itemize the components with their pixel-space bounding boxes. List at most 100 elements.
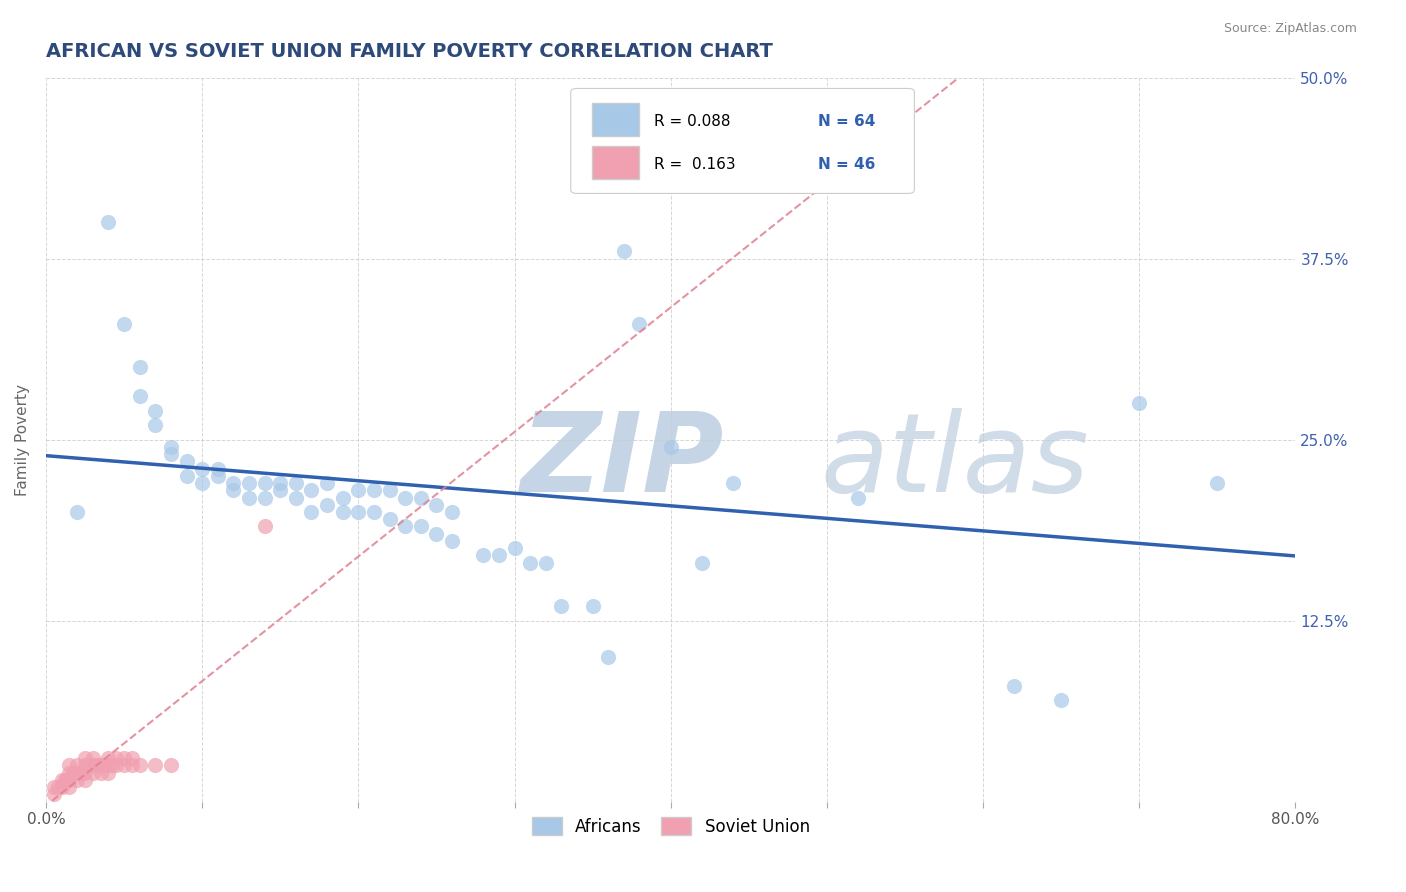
Point <box>207 461 229 475</box>
Point <box>191 461 214 475</box>
Point <box>1002 679 1025 693</box>
Point <box>51 772 73 787</box>
Point <box>1206 476 1229 491</box>
Text: Source: ZipAtlas.com: Source: ZipAtlas.com <box>1223 22 1357 36</box>
Point <box>160 447 183 461</box>
Text: ZIP: ZIP <box>520 408 724 515</box>
Point <box>269 483 291 498</box>
Point <box>581 599 603 613</box>
Point <box>70 765 93 780</box>
Point <box>253 519 276 533</box>
Point <box>53 772 76 787</box>
Point <box>97 758 120 772</box>
Point <box>90 758 112 772</box>
Point <box>112 317 135 331</box>
Point <box>58 765 80 780</box>
Point <box>143 418 166 433</box>
Point <box>58 780 80 794</box>
Point <box>284 491 307 505</box>
Point <box>1128 396 1150 410</box>
Point <box>301 505 323 519</box>
Point <box>97 215 120 229</box>
FancyBboxPatch shape <box>571 88 914 194</box>
Text: atlas: atlas <box>821 408 1090 515</box>
Point <box>73 772 96 787</box>
Point <box>253 476 276 491</box>
Legend: Africans, Soviet Union: Africans, Soviet Union <box>523 809 818 844</box>
Point <box>659 440 682 454</box>
Point <box>82 758 104 772</box>
Point <box>441 533 464 548</box>
Point <box>550 599 572 613</box>
Point <box>97 751 120 765</box>
Point <box>128 389 150 403</box>
Point <box>409 491 432 505</box>
Point <box>269 476 291 491</box>
Point <box>441 505 464 519</box>
Y-axis label: Family Poverty: Family Poverty <box>15 384 30 496</box>
Point <box>112 758 135 772</box>
Point <box>84 758 107 772</box>
Point <box>94 758 117 772</box>
FancyBboxPatch shape <box>592 146 640 179</box>
Point <box>846 491 869 505</box>
Point <box>90 765 112 780</box>
Point <box>73 758 96 772</box>
Point <box>347 505 370 519</box>
Point <box>97 765 120 780</box>
Point <box>253 491 276 505</box>
Text: AFRICAN VS SOVIET UNION FAMILY POVERTY CORRELATION CHART: AFRICAN VS SOVIET UNION FAMILY POVERTY C… <box>46 42 773 61</box>
Point <box>222 476 245 491</box>
Point <box>425 526 447 541</box>
Point <box>347 483 370 498</box>
Point <box>77 758 100 772</box>
Text: R =  0.163: R = 0.163 <box>654 157 737 172</box>
Point <box>721 476 744 491</box>
Point <box>55 772 77 787</box>
Text: N = 46: N = 46 <box>818 157 876 172</box>
Point <box>363 505 385 519</box>
Point <box>100 758 122 772</box>
Text: N = 64: N = 64 <box>818 114 876 128</box>
Point <box>48 780 70 794</box>
Point <box>66 772 89 787</box>
Point <box>42 780 65 794</box>
Point <box>160 440 183 454</box>
Point <box>66 765 89 780</box>
Point <box>51 780 73 794</box>
Point <box>301 483 323 498</box>
Point <box>1050 693 1073 707</box>
Point <box>409 519 432 533</box>
Point <box>143 758 166 772</box>
Point <box>378 483 401 498</box>
Point <box>82 751 104 765</box>
Point <box>62 765 84 780</box>
Point <box>143 403 166 417</box>
Point <box>66 505 89 519</box>
Point <box>79 758 101 772</box>
Point <box>63 765 86 780</box>
Point <box>613 244 636 259</box>
Point <box>112 751 135 765</box>
Point <box>534 556 557 570</box>
Point <box>128 360 150 375</box>
Point <box>191 476 214 491</box>
Point <box>105 751 128 765</box>
Point <box>238 491 260 505</box>
FancyBboxPatch shape <box>592 103 640 136</box>
Point <box>207 468 229 483</box>
Point <box>519 556 541 570</box>
Point <box>82 765 104 780</box>
Point <box>394 491 416 505</box>
Point <box>73 765 96 780</box>
Point <box>332 505 354 519</box>
Point <box>598 649 620 664</box>
Point <box>690 556 713 570</box>
Point <box>472 549 495 563</box>
Point <box>394 519 416 533</box>
Point <box>86 758 108 772</box>
Point <box>176 468 198 483</box>
Point <box>378 512 401 526</box>
Point <box>58 758 80 772</box>
Text: R = 0.088: R = 0.088 <box>654 114 731 128</box>
